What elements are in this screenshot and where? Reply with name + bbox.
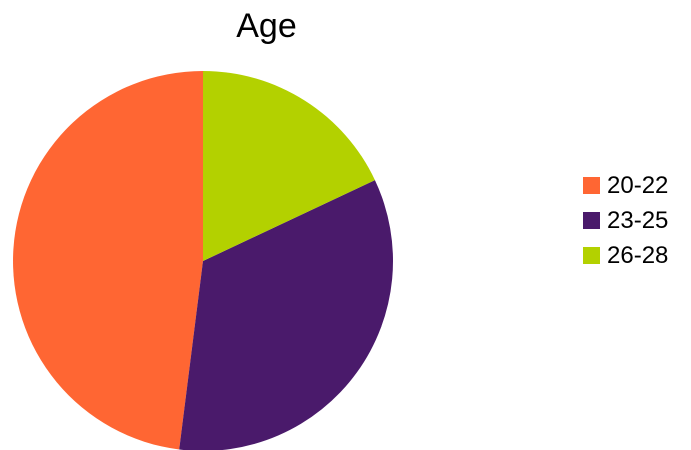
pie-slice-26-28 (203, 70, 375, 261)
legend-label: 26-28 (607, 241, 669, 269)
legend-label: 20-22 (607, 171, 669, 199)
legend-swatch (583, 247, 600, 264)
legend-item-20-22: 20-22 (583, 168, 668, 203)
legend-label: 23-25 (607, 206, 669, 234)
pie-slice-20-22 (13, 71, 203, 450)
legend-item-26-28: 26-28 (583, 238, 668, 273)
legend-swatch (583, 212, 600, 229)
pie-slice-23-25 (179, 180, 393, 450)
legend-swatch (583, 177, 600, 194)
legend-item-23-25: 23-25 (583, 203, 668, 238)
legend: 20-22 23-25 26-28 (583, 168, 668, 273)
chart-title: Age (236, 7, 297, 45)
